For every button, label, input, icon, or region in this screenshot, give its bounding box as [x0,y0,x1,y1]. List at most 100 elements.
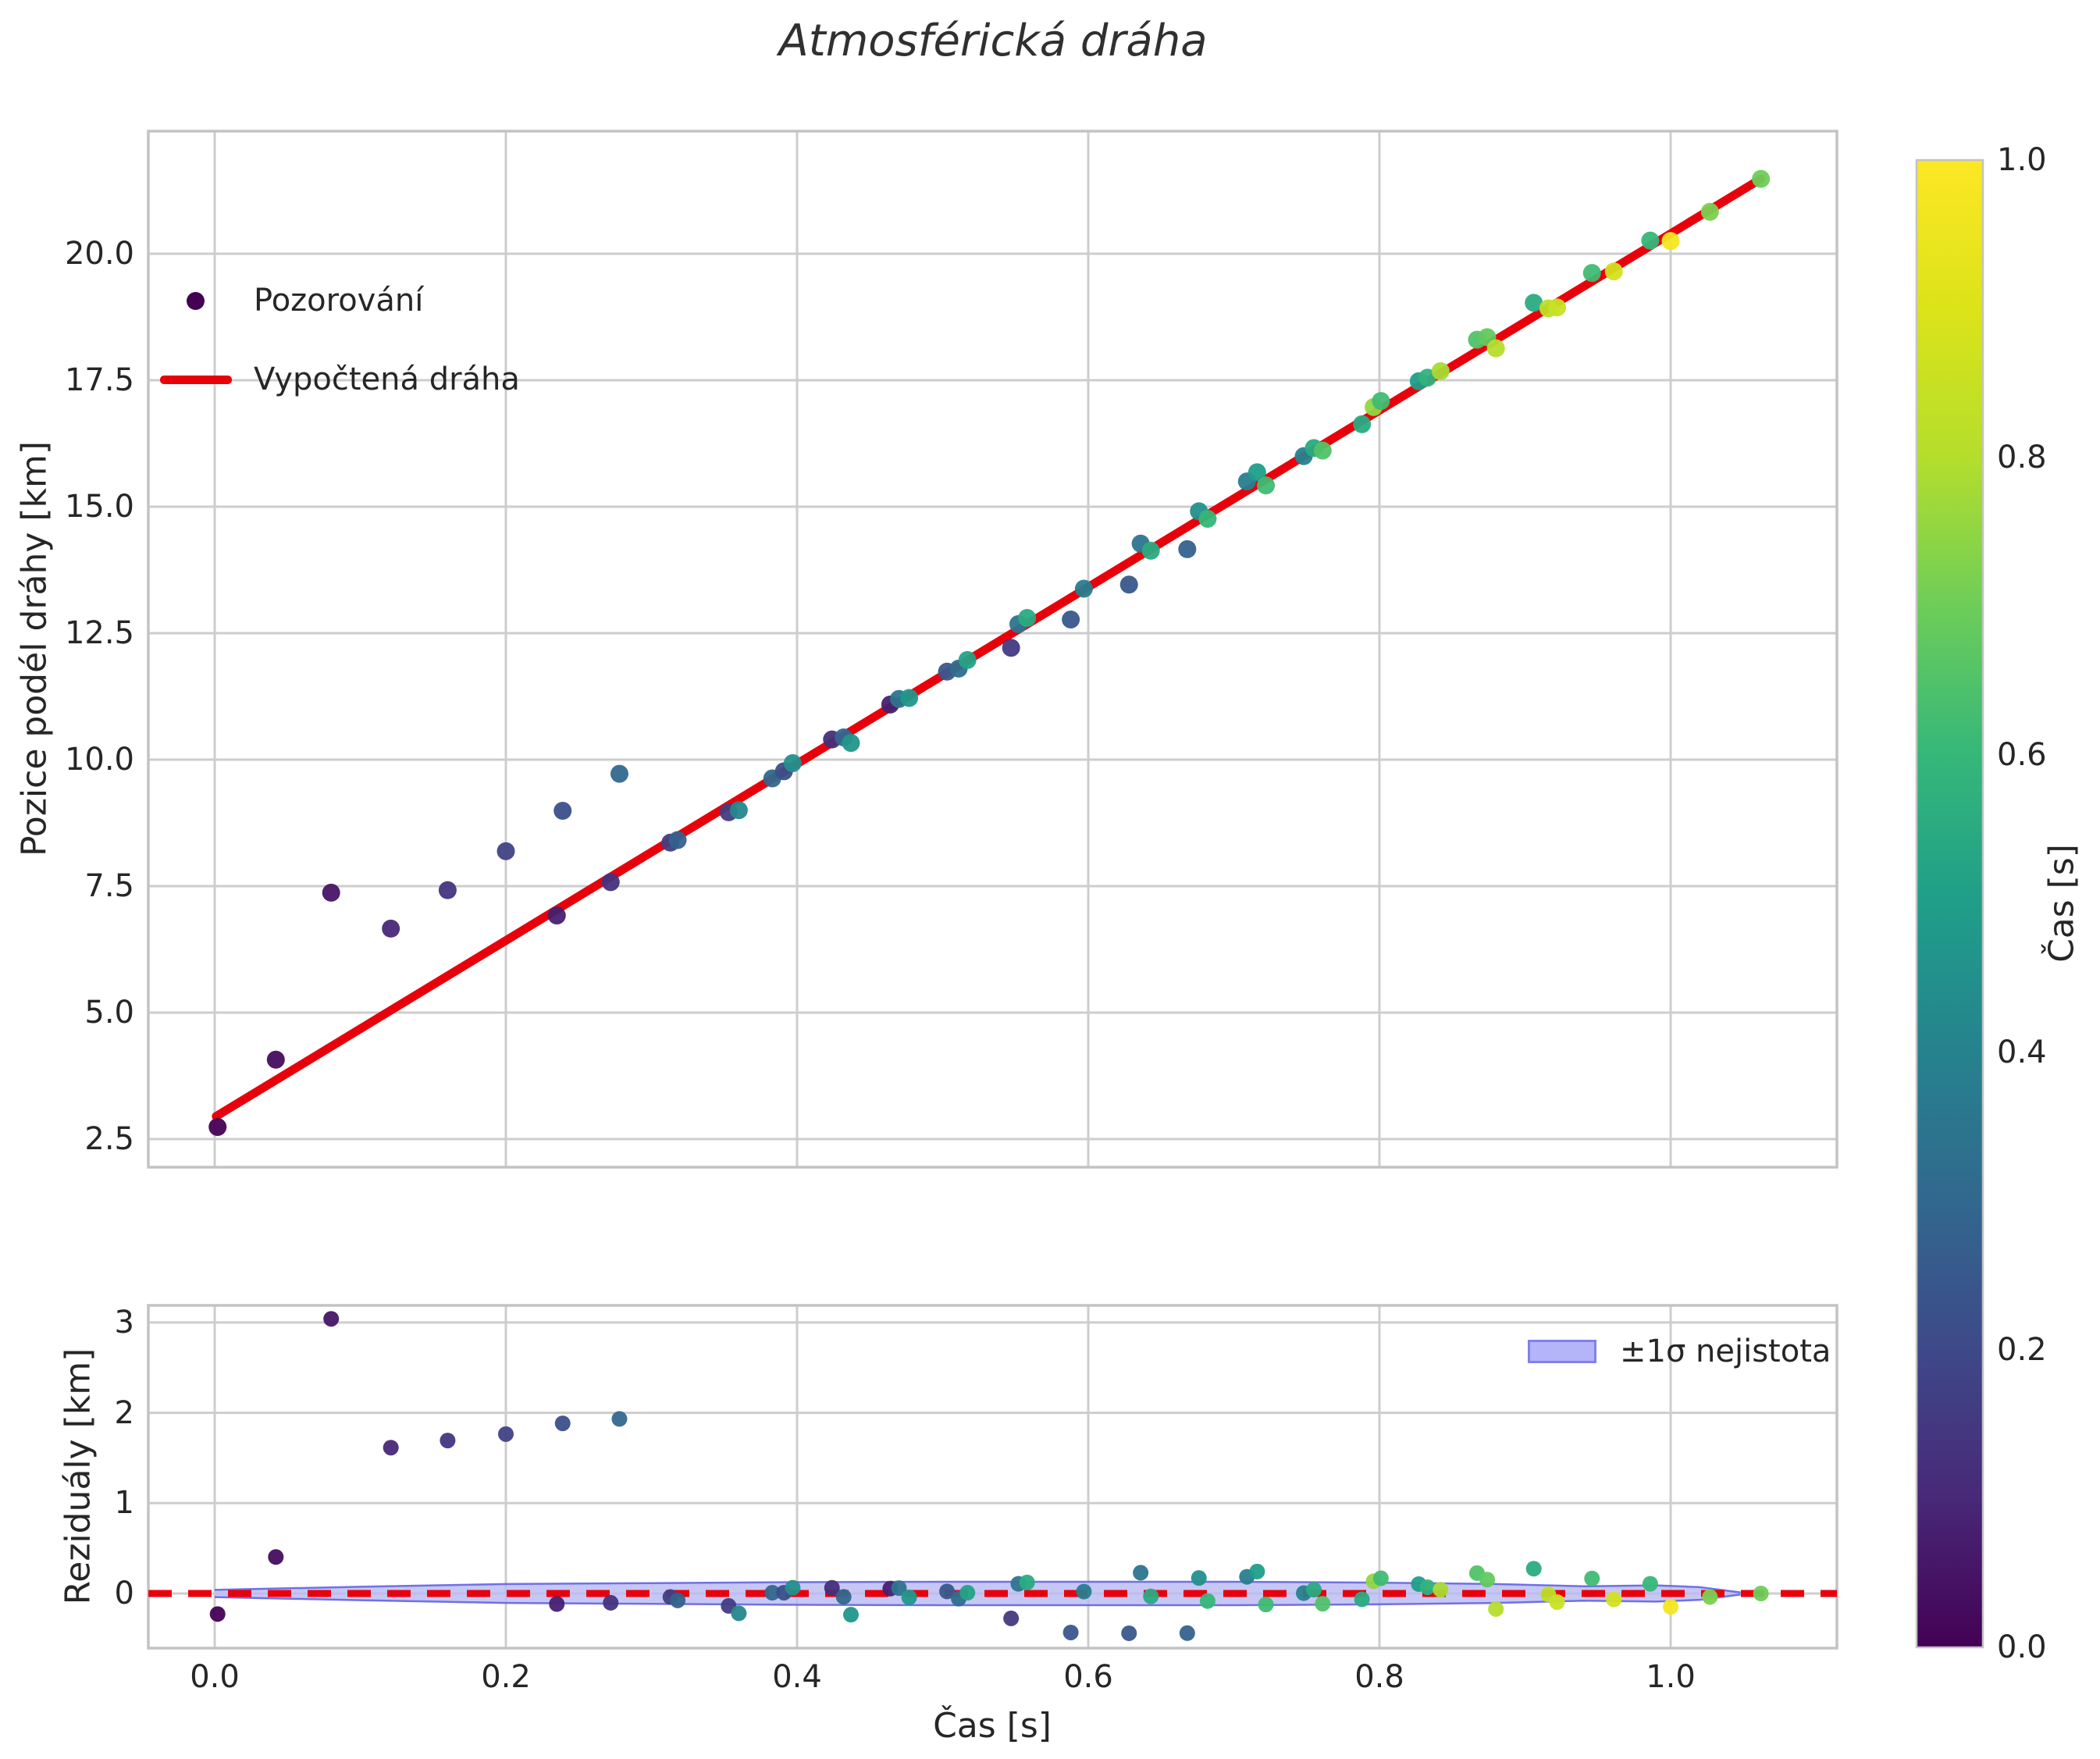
top-y-tick-label: 5.0 [84,995,134,1031]
line-swatch-icon [160,375,232,384]
data-point [1248,463,1266,482]
colorbar-tick-label: 0.2 [1997,1332,2047,1368]
residual-point [554,1415,571,1432]
residual-point [549,1596,565,1612]
residual-point [1525,1561,1542,1577]
residual-point [764,1585,781,1601]
data-point [1178,539,1197,558]
x-tick-label: 0.6 [1063,1659,1113,1695]
residuals-y-axis-label: Reziduály [km] [58,1348,98,1605]
residuals-y-tick-label: 2 [114,1394,134,1431]
residual-point [1753,1586,1769,1601]
residual-point [1062,1624,1079,1640]
residual-point [383,1440,399,1456]
data-point [266,1050,285,1069]
residual-point [209,1606,226,1622]
data-point [382,919,400,938]
x-tick-label: 0.4 [772,1659,822,1695]
legend-label-observations: Pozorování [254,283,424,319]
residual-point [731,1605,747,1622]
residual-point [1249,1563,1265,1579]
data-point [668,831,687,849]
data-point [438,881,457,899]
data-point [610,764,628,783]
residual-point [1003,1610,1020,1626]
top-y-tick-label: 2.5 [84,1121,134,1157]
residual-point [268,1549,284,1565]
colorbar-tick-label: 0.6 [1997,737,2047,773]
data-point [900,689,919,707]
data-point [1548,298,1567,317]
residual-point [1419,1579,1436,1595]
data-point [1198,510,1217,529]
residual-point [959,1585,976,1601]
data-point [1018,609,1037,628]
residual-point [939,1583,956,1600]
data-point [553,801,572,820]
band-swatch-icon [1528,1340,1596,1363]
chart-title: Atmosférická dráha [778,16,1208,66]
residual-point [611,1411,628,1427]
data-point [1700,202,1719,221]
data-point [1353,415,1372,433]
residual-point [1143,1588,1159,1604]
data-point [1313,441,1332,460]
residual-point [1433,1582,1449,1598]
residual-point [1199,1593,1216,1609]
data-point [783,754,802,773]
x-tick-label: 0.2 [481,1659,531,1695]
data-point [958,650,977,669]
residuals-y-tick-label: 1 [114,1485,134,1522]
data-point [1641,231,1660,250]
colorbar-tick-label: 0.4 [1997,1034,2047,1070]
data-point [842,734,860,753]
fit-line [212,174,1766,1121]
data-point [1431,361,1450,380]
colorbar-label: Čas [s] [2041,844,2082,963]
top-y-tick-label: 15.0 [64,489,134,525]
data-point [547,906,566,925]
x-axis-label: Čas [s] [933,1706,1052,1746]
residual-point [891,1580,907,1597]
residual-point [1133,1565,1149,1581]
residual-point [1488,1601,1504,1617]
top-y-tick-label: 12.5 [64,615,134,651]
colorbar-tick-label: 0.8 [1997,440,2047,475]
residual-point [1258,1597,1274,1613]
data-point [1002,639,1020,657]
data-point [1062,611,1080,629]
data-point [1604,262,1623,281]
residual-point [1019,1574,1035,1590]
x-tick-label: 0.0 [190,1659,240,1695]
data-point [1119,575,1138,594]
residual-point [1191,1570,1207,1586]
top-y-tick-label: 7.5 [84,868,134,904]
data-point [601,873,620,892]
residual-point [1663,1599,1678,1615]
residuals-y-tick-label: 0 [114,1576,134,1611]
data-point [1074,579,1093,598]
data-point [1486,339,1505,358]
data-point [208,1117,227,1136]
residual-point [323,1311,340,1327]
colorbar [1915,158,1984,1649]
data-point [1257,476,1276,495]
legend-label-uncertainty: ±1σ nejistota [1620,1333,1831,1369]
residual-point [498,1426,514,1442]
residual-point [1479,1572,1496,1588]
residual-point [785,1579,801,1596]
colorbar-tick-label: 0.0 [1997,1629,2047,1665]
data-point [1525,294,1543,312]
residual-point [1179,1625,1195,1641]
residual-point [1549,1593,1565,1610]
scatter-marker-icon [187,291,205,310]
residual-point [440,1433,456,1449]
data-point [1752,169,1771,188]
residual-point [901,1589,917,1605]
residual-point [1606,1591,1622,1608]
data-point [322,883,340,902]
data-point [1661,232,1680,251]
residual-point [1306,1582,1322,1598]
residual-point [603,1594,619,1611]
